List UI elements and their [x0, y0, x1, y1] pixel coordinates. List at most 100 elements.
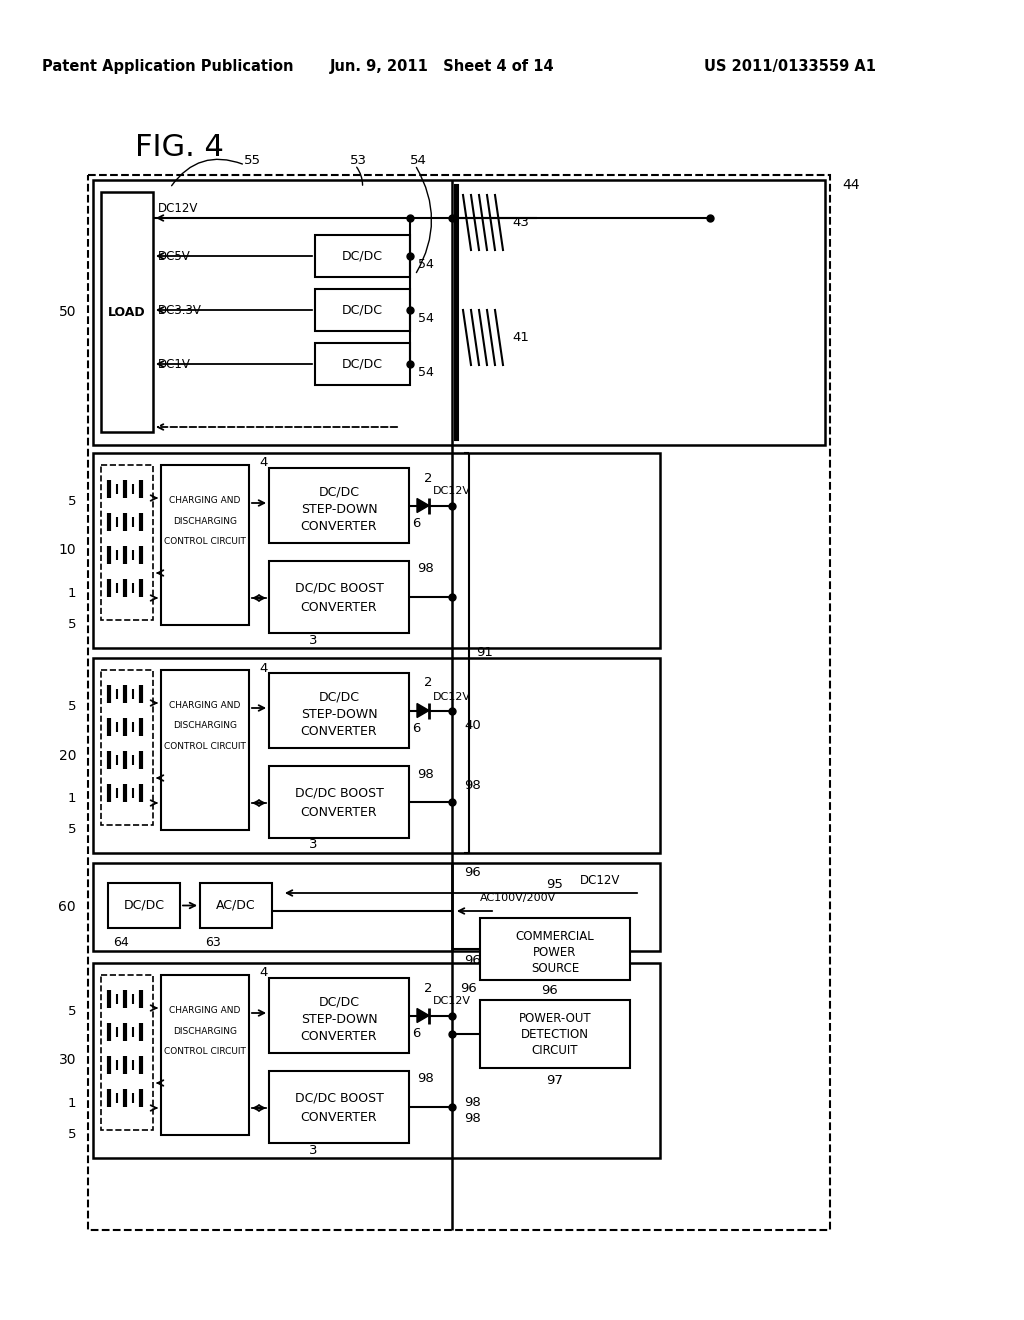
Text: 95: 95 — [547, 879, 563, 891]
Text: 10: 10 — [58, 544, 76, 557]
Text: 55: 55 — [244, 153, 260, 166]
Text: 3: 3 — [309, 634, 317, 647]
Text: 2: 2 — [424, 471, 432, 484]
Text: DC/DC BOOST: DC/DC BOOST — [295, 1092, 383, 1105]
Bar — [93, 657, 660, 853]
Bar — [269, 1071, 409, 1143]
Bar — [269, 673, 409, 748]
Text: 53: 53 — [349, 153, 367, 166]
Text: 97: 97 — [547, 1073, 563, 1086]
Text: COMMERCIAL: COMMERCIAL — [516, 929, 594, 942]
Text: 5: 5 — [68, 618, 76, 631]
Text: DC5V: DC5V — [158, 249, 190, 263]
Text: 98: 98 — [464, 1111, 480, 1125]
Text: 5: 5 — [68, 495, 76, 508]
Text: 3: 3 — [309, 838, 317, 851]
Text: DC12V: DC12V — [580, 874, 621, 887]
Text: DC/DC: DC/DC — [318, 995, 359, 1008]
Text: DC12V: DC12V — [158, 202, 199, 214]
Bar — [101, 465, 153, 620]
Text: DC/DC BOOST: DC/DC BOOST — [295, 787, 383, 800]
Text: 2: 2 — [424, 982, 432, 994]
Text: 96: 96 — [464, 866, 480, 879]
Text: DC/DC: DC/DC — [318, 690, 359, 704]
Text: 30: 30 — [58, 1053, 76, 1068]
Text: DC3.3V: DC3.3V — [158, 304, 202, 317]
Text: CONTROL CIRCUIT: CONTROL CIRCUIT — [164, 742, 246, 751]
Bar — [101, 671, 153, 825]
Text: DETECTION: DETECTION — [521, 1027, 589, 1040]
Text: CONVERTER: CONVERTER — [301, 725, 377, 738]
Text: 1: 1 — [68, 1097, 76, 1110]
Text: 6: 6 — [412, 517, 421, 531]
Text: Jun. 9, 2011   Sheet 4 of 14: Jun. 9, 2011 Sheet 4 of 14 — [330, 59, 554, 74]
Bar — [88, 176, 830, 1230]
Text: POWER-OUT: POWER-OUT — [519, 1011, 591, 1024]
Text: CHARGING AND: CHARGING AND — [169, 496, 241, 504]
Text: 4: 4 — [259, 457, 267, 470]
Text: CONVERTER: CONVERTER — [301, 520, 377, 533]
Text: 20: 20 — [58, 748, 76, 763]
Text: CHARGING AND: CHARGING AND — [169, 1006, 241, 1015]
Text: 5: 5 — [68, 700, 76, 713]
Bar — [93, 453, 660, 648]
Bar — [269, 561, 409, 634]
Text: 1: 1 — [68, 792, 76, 805]
Text: 43: 43 — [512, 216, 528, 228]
Bar — [269, 766, 409, 838]
Bar — [161, 671, 249, 830]
Text: AC/DC: AC/DC — [216, 899, 256, 912]
Text: LOAD: LOAD — [109, 305, 145, 318]
Text: CONTROL CIRCUIT: CONTROL CIRCUIT — [164, 1047, 246, 1056]
Polygon shape — [417, 499, 429, 512]
Text: 60: 60 — [58, 900, 76, 913]
Bar — [101, 191, 153, 432]
Bar — [315, 289, 410, 331]
Bar — [480, 1001, 630, 1068]
Text: AC100V/200V: AC100V/200V — [480, 894, 556, 903]
Text: 98: 98 — [417, 1072, 434, 1085]
Text: DC1V: DC1V — [158, 358, 190, 371]
Bar — [455, 185, 458, 440]
Text: CONTROL CIRCUIT: CONTROL CIRCUIT — [164, 537, 246, 546]
Text: CONVERTER: CONVERTER — [301, 1111, 377, 1125]
Bar — [200, 883, 272, 928]
Text: DC/DC BOOST: DC/DC BOOST — [295, 582, 383, 595]
Text: 1: 1 — [68, 587, 76, 599]
Text: 5: 5 — [68, 1129, 76, 1140]
Text: 54: 54 — [418, 366, 434, 379]
Text: DC12V: DC12V — [433, 487, 471, 496]
Text: 96: 96 — [460, 982, 477, 994]
Text: CHARGING AND: CHARGING AND — [169, 701, 241, 710]
Text: CONVERTER: CONVERTER — [301, 1030, 377, 1043]
Text: 4: 4 — [259, 966, 267, 979]
Bar — [108, 883, 180, 928]
Text: STEP-DOWN: STEP-DOWN — [301, 503, 377, 516]
Text: POWER: POWER — [534, 945, 577, 958]
Text: 96: 96 — [464, 954, 480, 968]
Bar — [93, 863, 660, 950]
Text: CONVERTER: CONVERTER — [301, 807, 377, 820]
Text: DC12V: DC12V — [433, 692, 471, 701]
Text: DC/DC: DC/DC — [318, 486, 359, 499]
Text: DISCHARGING: DISCHARGING — [173, 516, 237, 525]
Text: DC/DC: DC/DC — [342, 249, 383, 263]
Bar — [480, 917, 630, 979]
Text: DISCHARGING: DISCHARGING — [173, 722, 237, 730]
Text: 6: 6 — [412, 1027, 421, 1040]
Bar — [269, 469, 409, 543]
Text: US 2011/0133559 A1: US 2011/0133559 A1 — [705, 59, 876, 74]
Text: 98: 98 — [464, 779, 480, 792]
Text: 98: 98 — [417, 767, 434, 780]
Text: 54: 54 — [418, 257, 434, 271]
Text: Patent Application Publication: Patent Application Publication — [42, 59, 294, 74]
Polygon shape — [417, 704, 429, 718]
Text: 40: 40 — [464, 719, 480, 733]
Text: 64: 64 — [113, 936, 129, 949]
Text: 50: 50 — [58, 305, 76, 319]
Text: DC/DC: DC/DC — [124, 899, 165, 912]
Text: 5: 5 — [68, 1006, 76, 1018]
Text: 4: 4 — [259, 661, 267, 675]
Text: SOURCE: SOURCE — [530, 961, 580, 974]
Text: 2: 2 — [424, 676, 432, 689]
